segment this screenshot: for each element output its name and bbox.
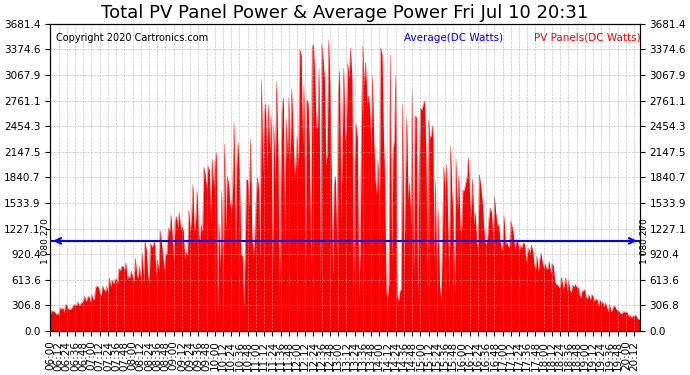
- Text: 1 080.270: 1 080.270: [640, 218, 649, 264]
- Title: Total PV Panel Power & Average Power Fri Jul 10 20:31: Total PV Panel Power & Average Power Fri…: [101, 4, 589, 22]
- Text: PV Panels(DC Watts): PV Panels(DC Watts): [533, 33, 640, 43]
- Text: Copyright 2020 Cartronics.com: Copyright 2020 Cartronics.com: [57, 33, 208, 43]
- Text: 1 080.270: 1 080.270: [41, 218, 50, 264]
- Text: Average(DC Watts): Average(DC Watts): [404, 33, 503, 43]
